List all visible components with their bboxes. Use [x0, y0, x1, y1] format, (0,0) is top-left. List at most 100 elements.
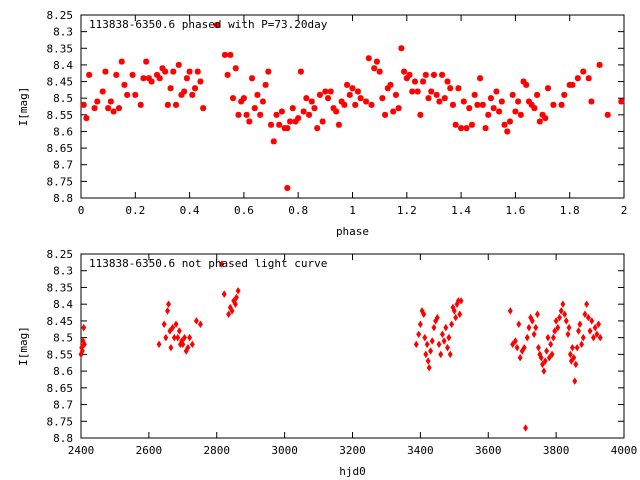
data-point: [433, 91, 440, 98]
y-tick-label: 8.7: [53, 159, 73, 172]
data-point: [219, 260, 225, 268]
unphased-plot: 2400 2600 2800 3000 3200 3400 3600 3800 4000 8.2…: [17, 248, 637, 478]
data-point: [414, 88, 421, 95]
data-point: [477, 75, 484, 82]
data-point: [232, 300, 238, 308]
data-point: [193, 317, 199, 325]
data-point: [542, 357, 548, 365]
x-tick-label: 2600: [136, 444, 163, 457]
x-tick-label: 4000: [611, 444, 638, 457]
data-point: [545, 333, 551, 342]
data-point: [387, 81, 394, 88]
data-point: [557, 313, 562, 322]
data-point: [580, 333, 586, 342]
data-point: [428, 347, 434, 355]
data-point: [446, 333, 452, 342]
data-point: [569, 343, 575, 352]
y-tick-label: 8.25: [47, 9, 74, 22]
data-point: [229, 307, 235, 315]
data-point: [181, 88, 188, 95]
data-point: [91, 105, 98, 112]
data-point: [373, 58, 380, 65]
data-point: [504, 128, 511, 135]
phased-y-axis-label: I[mag]: [17, 87, 30, 127]
data-point: [548, 340, 554, 349]
data-point: [176, 327, 182, 335]
data-point: [562, 310, 568, 318]
data-point: [528, 101, 535, 108]
data-point: [344, 81, 351, 88]
data-point: [558, 307, 564, 315]
data-point: [129, 71, 136, 78]
data-point: [116, 105, 123, 112]
data-point: [506, 118, 513, 125]
data-point: [453, 313, 459, 322]
data-point: [403, 75, 410, 82]
data-point: [163, 333, 169, 342]
data-point: [341, 101, 348, 108]
data-point: [558, 101, 565, 108]
data-point: [592, 323, 598, 332]
data-point: [413, 340, 419, 349]
data-point: [567, 350, 573, 359]
y-tick-label: 8.65: [47, 142, 74, 155]
data-point: [534, 310, 540, 318]
data-point: [319, 118, 326, 125]
data-point: [183, 75, 190, 82]
data-point: [80, 101, 87, 108]
data-point: [449, 320, 455, 328]
y-tick-label: 8.8: [53, 192, 73, 205]
data-point: [145, 75, 152, 82]
y-tick-label: 8.35: [47, 281, 74, 294]
data-point: [105, 105, 112, 112]
data-point: [371, 65, 378, 72]
data-point: [425, 357, 431, 365]
phased-x-ticks: 0 0.2 0.4 0.6 0.8 1 1.2 1.4 1.6 1.8 2: [78, 15, 627, 217]
data-point: [569, 81, 576, 88]
data-point: [565, 330, 571, 339]
data-point: [173, 101, 180, 108]
data-point: [531, 105, 538, 112]
data-point: [251, 105, 258, 112]
data-point: [439, 330, 445, 339]
data-point: [292, 118, 299, 125]
data-point: [516, 320, 522, 328]
data-point: [308, 98, 315, 105]
data-point: [443, 323, 449, 332]
data-point: [189, 91, 196, 98]
data-point: [325, 95, 332, 102]
data-point: [574, 75, 581, 82]
unphased-y-axis-label: I[mag]: [17, 326, 30, 366]
x-tick-label: 1.2: [397, 204, 417, 217]
data-point: [447, 85, 454, 92]
data-point: [395, 105, 402, 112]
data-point: [579, 340, 585, 349]
phased-x-axis-label: phase: [336, 225, 369, 238]
data-point: [496, 108, 503, 115]
data-point: [232, 65, 239, 72]
data-point: [213, 21, 220, 28]
data-point: [316, 91, 323, 98]
data-point: [571, 353, 577, 362]
data-point: [113, 71, 120, 78]
data-point: [560, 300, 566, 308]
data-point: [540, 360, 546, 369]
data-point: [289, 105, 296, 112]
data-point: [535, 343, 541, 352]
data-point: [536, 118, 543, 125]
data-point: [338, 98, 345, 105]
x-tick-label: 3000: [271, 444, 298, 457]
y-tick-label: 8.4: [53, 59, 73, 72]
data-point: [226, 310, 232, 318]
data-point: [382, 111, 389, 118]
data-point: [268, 121, 275, 128]
x-tick-label: 2800: [204, 444, 231, 457]
data-point: [314, 125, 321, 132]
data-point: [534, 91, 541, 98]
data-point: [421, 310, 427, 318]
data-point: [588, 98, 595, 105]
data-point: [517, 111, 524, 118]
data-point: [227, 51, 234, 58]
data-point: [544, 85, 551, 92]
data-point: [439, 71, 446, 78]
